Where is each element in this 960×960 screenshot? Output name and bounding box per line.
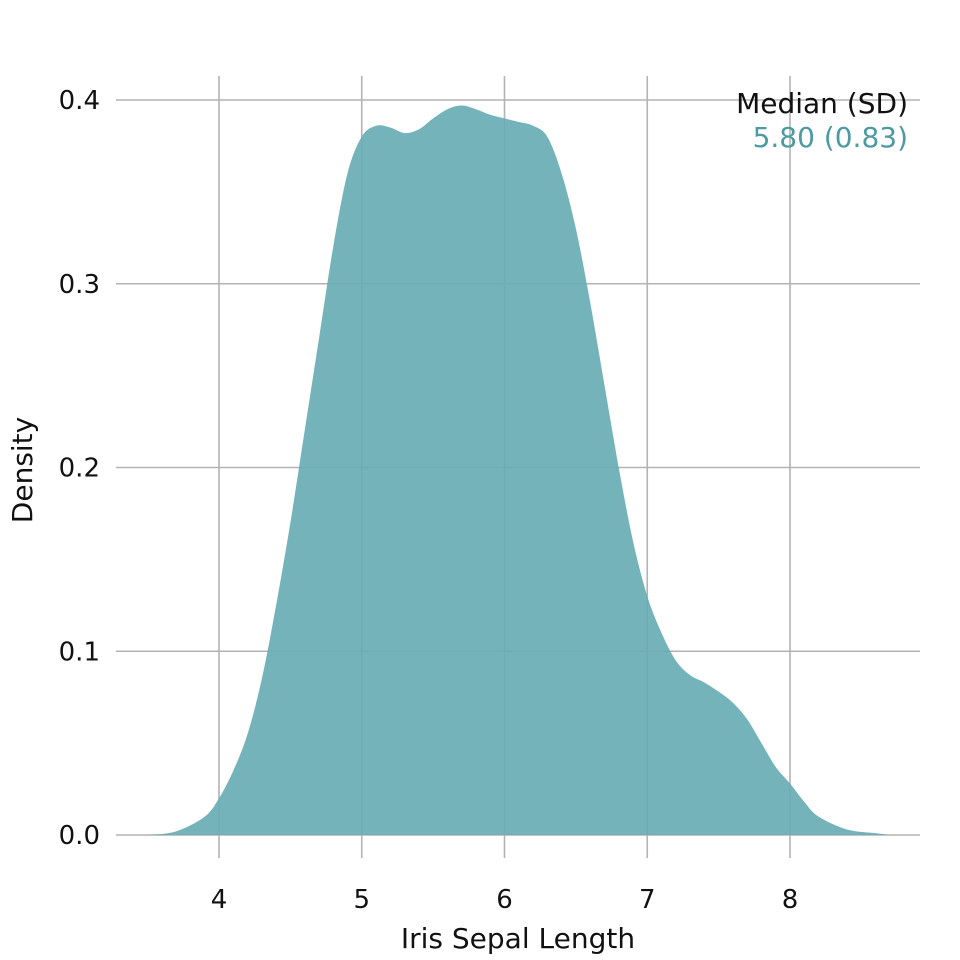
y-tick-label: 0.2 bbox=[59, 454, 100, 484]
y-tick-label: 0.0 bbox=[59, 821, 100, 851]
x-axis-title: Iris Sepal Length bbox=[401, 922, 635, 955]
x-tick-label: 7 bbox=[639, 885, 656, 915]
stat-value: 5.80 (0.83) bbox=[753, 121, 908, 154]
y-tick-label: 0.4 bbox=[59, 86, 100, 116]
stat-header: Median (SD) bbox=[736, 87, 908, 120]
y-axis-title: Density bbox=[6, 417, 39, 523]
x-tick-label: 4 bbox=[211, 885, 228, 915]
x-tick-label: 8 bbox=[782, 885, 799, 915]
density-area bbox=[147, 105, 890, 835]
x-tick-label: 6 bbox=[496, 885, 513, 915]
density-area-layer bbox=[147, 105, 890, 835]
x-tick-label: 5 bbox=[353, 885, 370, 915]
y-tick-label: 0.1 bbox=[59, 637, 100, 667]
tick-labels: 4 5 6 7 8 0.0 0.1 0.2 0.3 0.4 bbox=[59, 86, 799, 915]
y-tick-label: 0.3 bbox=[59, 270, 100, 300]
